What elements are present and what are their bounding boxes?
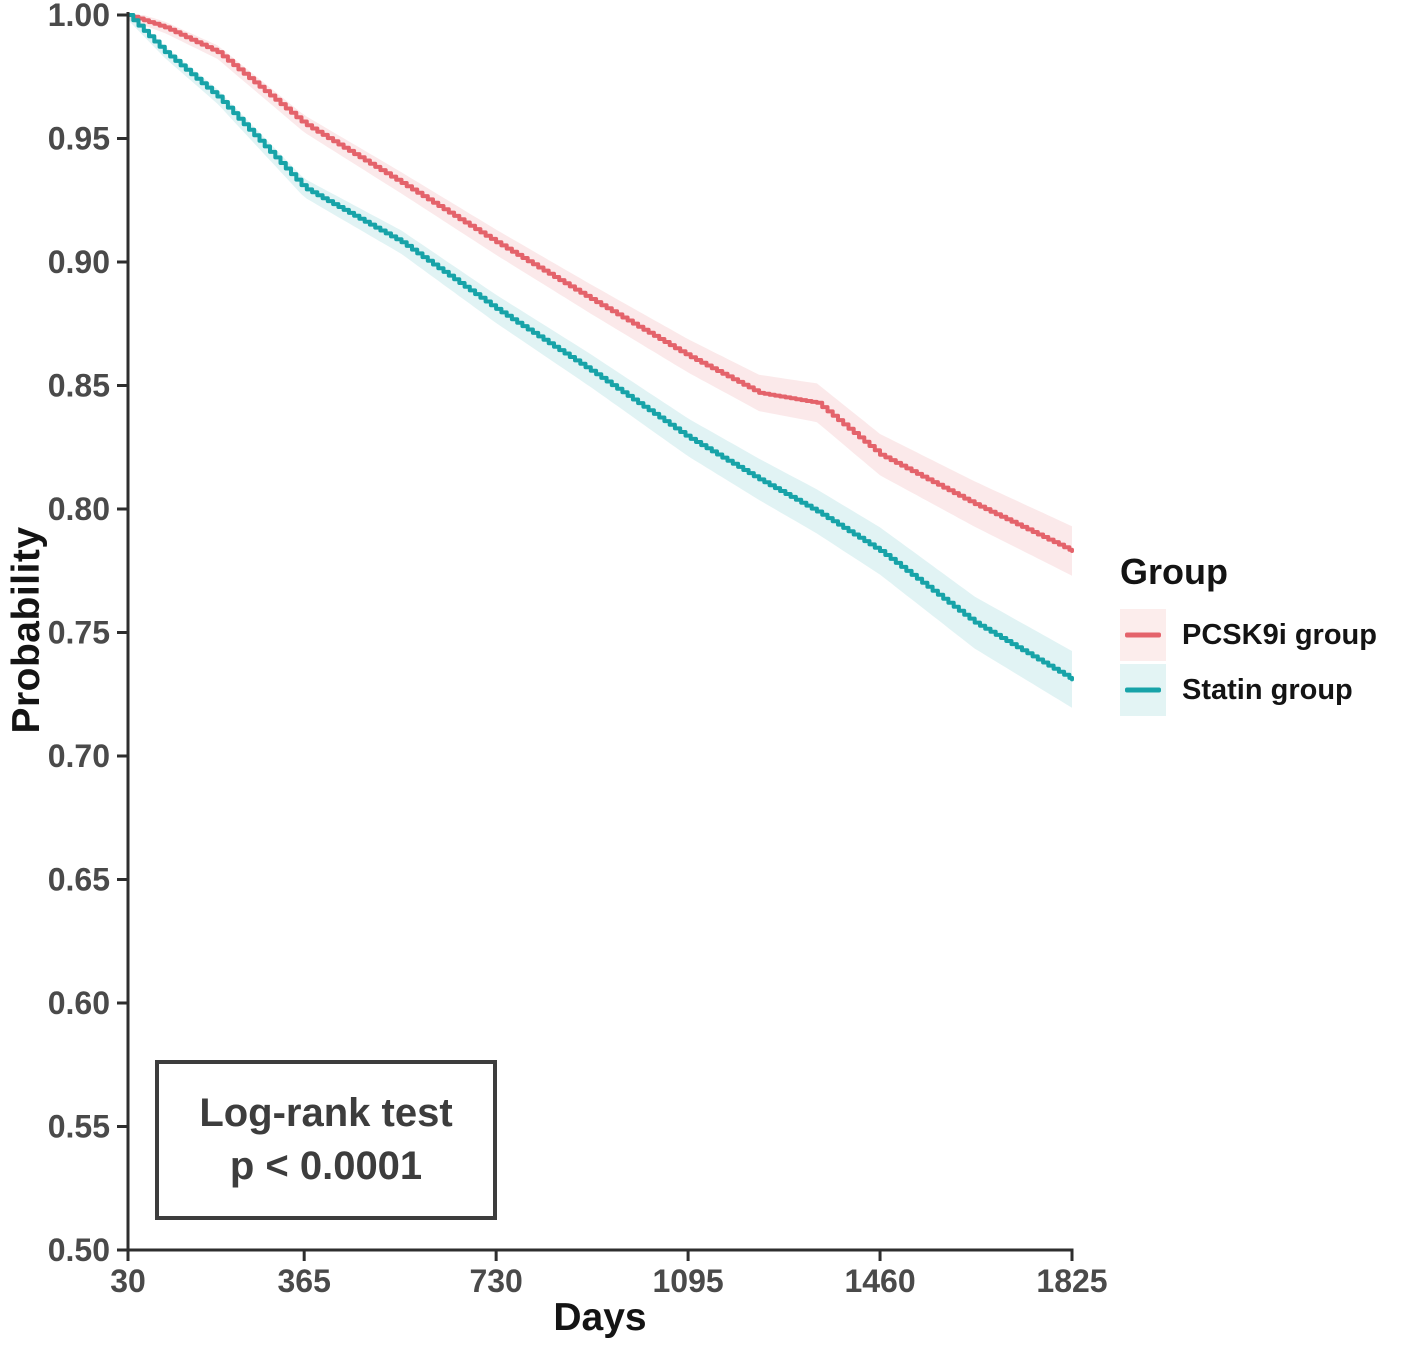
y-tick-label: 0.90 bbox=[48, 244, 110, 280]
survival-curve-statin bbox=[126, 13, 1074, 682]
logrank-test-label: Log-rank test bbox=[199, 1091, 453, 1136]
x-tick-label: 1825 bbox=[1036, 1263, 1107, 1299]
y-tick-label: 0.70 bbox=[48, 738, 110, 774]
y-tick-label: 0.75 bbox=[48, 615, 110, 651]
ci-band-statin bbox=[128, 15, 1072, 708]
y-tick-label: 1.00 bbox=[48, 0, 110, 33]
logrank-annotation-box: Log-rank test p < 0.0001 bbox=[155, 1060, 497, 1220]
survival-curve-pcsk9i bbox=[126, 13, 1074, 553]
y-tick-label: 0.65 bbox=[48, 862, 110, 898]
ci-band-pcsk9i bbox=[128, 15, 1072, 576]
legend-label-pcsk9i: PCSK9i group bbox=[1182, 618, 1377, 651]
y-tick-label: 0.85 bbox=[48, 368, 110, 404]
logrank-pvalue: p < 0.0001 bbox=[229, 1144, 423, 1188]
confidence-bands bbox=[128, 15, 1072, 708]
legend-item-statin: Statin group bbox=[1120, 664, 1416, 716]
statin-key-swatch bbox=[1120, 664, 1166, 716]
y-axis-title: Probability bbox=[5, 526, 48, 734]
x-tick-label: 730 bbox=[469, 1263, 522, 1299]
legend: Group PCSK9i group Statin group bbox=[1120, 551, 1416, 719]
pcsk9i-key-swatch bbox=[1120, 609, 1166, 661]
x-tick-label: 365 bbox=[277, 1263, 330, 1299]
y-tick-label: 0.55 bbox=[48, 1109, 110, 1145]
y-tick-label: 0.60 bbox=[48, 985, 110, 1021]
statin-key-line-icon bbox=[1125, 687, 1161, 693]
x-tick-label: 1095 bbox=[652, 1263, 723, 1299]
y-tick-label: 0.50 bbox=[48, 1232, 110, 1268]
tick-labels: 0.50 0.55 0.60 0.65 0.70 0.75 0.80 0.85 0.90 0.95… bbox=[48, 0, 1108, 1299]
tick-marks bbox=[117, 13, 1074, 1261]
legend-title: Group bbox=[1120, 551, 1228, 592]
y-tick-label: 0.95 bbox=[48, 121, 110, 157]
x-axis-title: Days bbox=[553, 1296, 647, 1339]
legend-label-statin: Statin group bbox=[1182, 673, 1353, 706]
x-tick-label: 30 bbox=[110, 1263, 146, 1299]
survival-curves bbox=[126, 13, 1074, 682]
legend-item-pcsk9i: PCSK9i group bbox=[1120, 609, 1416, 661]
pcsk9i-key-line-icon bbox=[1125, 632, 1161, 638]
x-tick-label: 1460 bbox=[844, 1263, 915, 1299]
y-tick-label: 0.80 bbox=[48, 491, 110, 527]
